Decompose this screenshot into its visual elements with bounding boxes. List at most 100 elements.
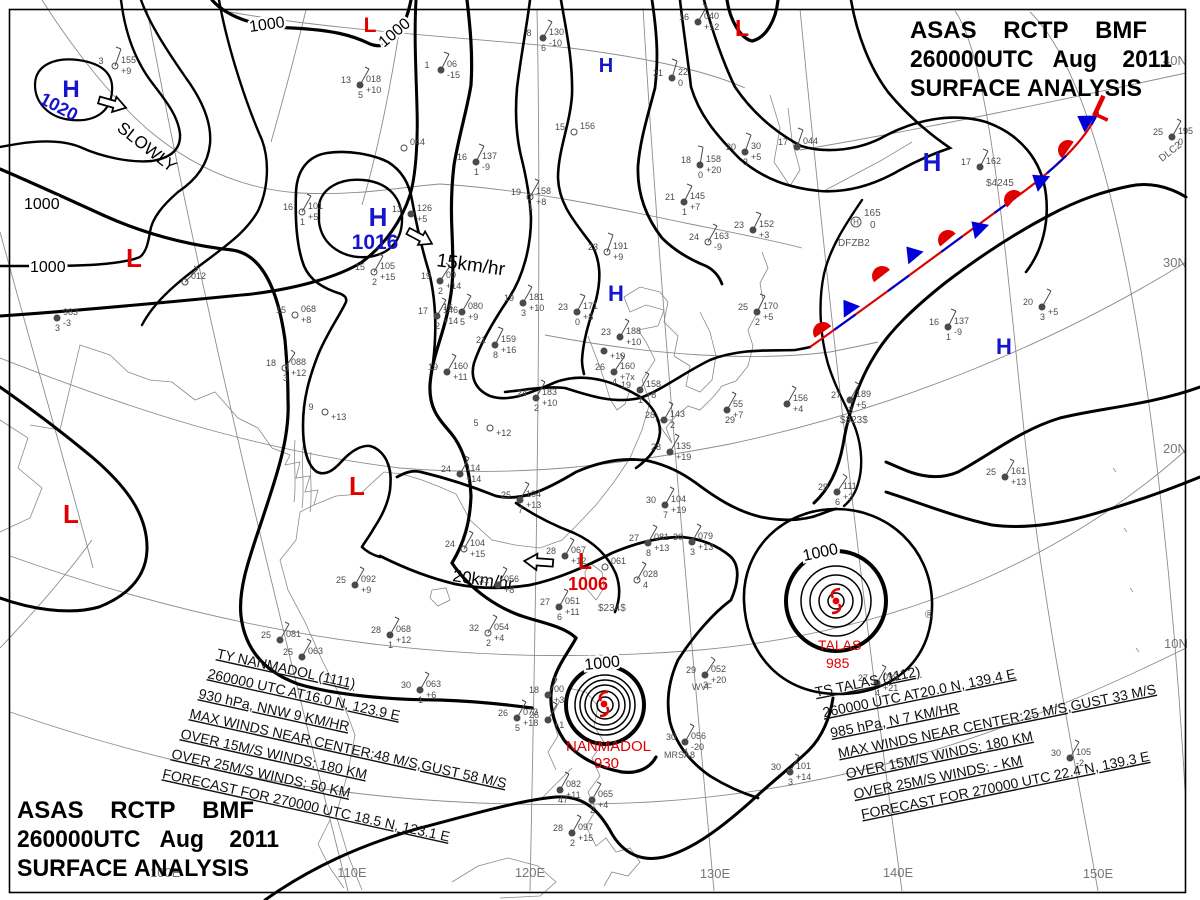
svg-text:130E: 130E <box>700 866 731 881</box>
svg-text:21: 21 <box>653 68 663 78</box>
svg-text:+15: +15 <box>578 833 593 843</box>
svg-text:L: L <box>578 548 592 574</box>
svg-text:28: 28 <box>645 410 655 420</box>
svg-text:23: 23 <box>734 220 744 230</box>
svg-text:051: 051 <box>565 596 580 606</box>
svg-text:26: 26 <box>529 710 539 720</box>
svg-text:171: 171 <box>583 301 598 311</box>
svg-text:+11: +11 <box>566 790 581 800</box>
svg-text:H: H <box>923 147 942 177</box>
svg-text:18: 18 <box>266 358 276 368</box>
svg-text:24: 24 <box>445 539 455 549</box>
svg-text:+8: +8 <box>536 197 546 207</box>
svg-text:$4245: $4245 <box>986 178 1014 189</box>
svg-text:1: 1 <box>528 202 533 212</box>
svg-text:L: L <box>63 499 79 529</box>
svg-text:ASAS RCTP BMF: ASAS RCTP BMF <box>17 797 254 824</box>
svg-text:170: 170 <box>763 301 778 311</box>
svg-text:140E: 140E <box>883 865 914 880</box>
svg-text:30: 30 <box>771 762 781 772</box>
svg-text:30: 30 <box>401 680 411 690</box>
svg-text:20: 20 <box>1023 297 1033 307</box>
svg-text:2: 2 <box>486 638 491 648</box>
svg-text:25: 25 <box>336 575 346 585</box>
svg-text:146: 146 <box>443 305 458 315</box>
svg-text:H: H <box>62 76 79 103</box>
svg-text:040: 040 <box>704 11 719 21</box>
svg-text:8: 8 <box>526 28 531 38</box>
svg-text:135: 135 <box>676 441 691 451</box>
svg-text:+12: +12 <box>704 22 719 32</box>
svg-text:25: 25 <box>501 490 511 500</box>
svg-text:-9: -9 <box>482 162 490 172</box>
svg-text:110E: 110E <box>337 865 367 880</box>
svg-text:1: 1 <box>300 217 305 227</box>
svg-text:+7x: +7x <box>620 372 635 382</box>
svg-text:6: 6 <box>835 497 840 507</box>
svg-text:079: 079 <box>698 531 713 541</box>
svg-text:25: 25 <box>1153 127 1163 137</box>
svg-text:+20: +20 <box>706 165 721 175</box>
svg-text:+10: +10 <box>529 303 544 313</box>
svg-text:3: 3 <box>743 157 748 167</box>
svg-text:47: 47 <box>558 795 568 805</box>
svg-text:068: 068 <box>396 624 411 634</box>
svg-text:158: 158 <box>706 154 721 164</box>
svg-text:SURFACE ANALYSIS: SURFACE ANALYSIS <box>910 75 1142 102</box>
svg-text:29: 29 <box>725 415 735 425</box>
svg-text:104: 104 <box>671 494 686 504</box>
svg-text:+10: +10 <box>626 337 641 347</box>
svg-text:16: 16 <box>283 202 293 212</box>
svg-text:160: 160 <box>453 361 468 371</box>
svg-text:ASAS RCTP BMF: ASAS RCTP BMF <box>910 17 1147 44</box>
svg-text:082: 082 <box>566 779 581 789</box>
svg-text:27: 27 <box>540 597 550 607</box>
svg-text:159: 159 <box>501 334 516 344</box>
svg-text:15: 15 <box>355 262 365 272</box>
svg-text:+8: +8 <box>301 315 311 325</box>
svg-text:+3: +3 <box>843 492 853 502</box>
svg-text:25: 25 <box>283 647 293 657</box>
svg-text:00: 00 <box>446 270 456 280</box>
svg-text:+12: +12 <box>291 368 306 378</box>
svg-text:$323$: $323$ <box>840 415 868 426</box>
svg-text:TALAS: TALAS <box>818 637 861 653</box>
svg-text:2: 2 <box>755 317 760 327</box>
svg-text:06: 06 <box>447 59 457 69</box>
svg-text:-20: -20 <box>691 742 704 752</box>
svg-text:21: 21 <box>665 192 675 202</box>
svg-text:+3: +3 <box>759 230 769 240</box>
svg-text:088: 088 <box>291 357 306 367</box>
svg-text:+21: +21 <box>883 683 898 693</box>
svg-text:-9: -9 <box>714 242 722 252</box>
svg-text:3: 3 <box>788 777 793 787</box>
svg-text:L: L <box>364 14 377 37</box>
svg-text:-2: -2 <box>1076 758 1084 768</box>
svg-text:181: 181 <box>529 292 544 302</box>
svg-text:1: 1 <box>418 695 423 705</box>
svg-text:4: 4 <box>643 580 648 590</box>
svg-text:162: 162 <box>986 156 1001 166</box>
svg-text:104: 104 <box>470 538 485 548</box>
svg-text:17: 17 <box>961 157 971 167</box>
svg-text:0: 0 <box>1178 137 1183 147</box>
svg-text:32: 32 <box>469 623 479 633</box>
svg-text:137: 137 <box>482 151 497 161</box>
svg-text:+5: +5 <box>1048 307 1058 317</box>
svg-text:28: 28 <box>651 442 661 452</box>
svg-text:012: 012 <box>191 271 206 281</box>
svg-text:1000: 1000 <box>24 196 60 213</box>
svg-text:1: 1 <box>388 640 393 650</box>
svg-text:+8: +8 <box>646 390 656 400</box>
svg-text:+20: +20 <box>711 675 726 685</box>
svg-text:191: 191 <box>613 241 628 251</box>
svg-text:189: 189 <box>856 389 871 399</box>
svg-text:+9: +9 <box>468 312 478 322</box>
svg-text:+7: +7 <box>733 410 743 420</box>
svg-text:7: 7 <box>663 510 668 520</box>
svg-text:24: 24 <box>441 464 451 474</box>
svg-text:3: 3 <box>703 680 708 690</box>
svg-text:143: 143 <box>670 409 685 419</box>
svg-text:-15: -15 <box>447 70 460 80</box>
svg-text:983: 983 <box>63 307 78 317</box>
